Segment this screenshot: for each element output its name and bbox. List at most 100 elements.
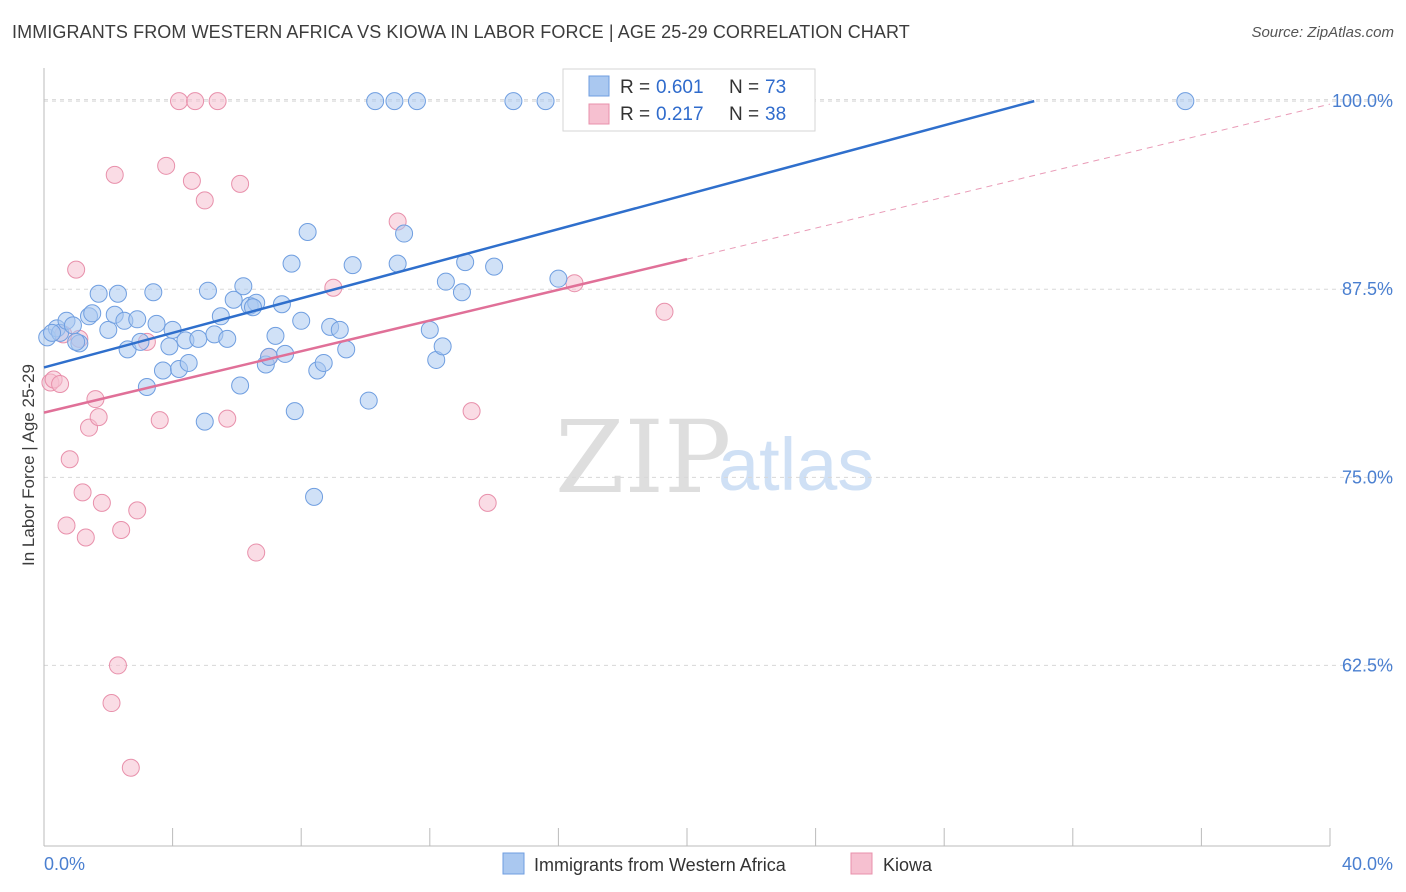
stats-swatch-pink <box>588 103 610 125</box>
western-africa-point <box>536 92 555 111</box>
western-africa-point <box>366 92 385 111</box>
western-africa-point <box>198 281 217 300</box>
western-africa-point <box>160 337 179 356</box>
western-africa-point <box>330 320 349 339</box>
western-africa-point <box>218 329 237 348</box>
kiowa-point <box>247 543 266 562</box>
chart-title: IMMIGRANTS FROM WESTERN AFRICA VS KIOWA … <box>12 22 910 42</box>
kiowa-point <box>565 274 584 293</box>
kiowa-point <box>128 501 147 520</box>
kiowa-point <box>655 302 674 321</box>
kiowa-point <box>73 483 92 502</box>
western-africa-point <box>43 323 62 342</box>
western-africa-point <box>179 353 198 372</box>
kiowa-point <box>57 516 76 535</box>
kiowa-point <box>67 260 86 279</box>
western-africa-point <box>224 290 243 309</box>
y-tick-label: 100.0% <box>1332 91 1393 111</box>
kiowa-point <box>89 408 108 427</box>
western-africa-point <box>108 284 127 303</box>
western-africa-point <box>485 257 504 276</box>
watermark-atlas: atlas <box>718 423 874 506</box>
legend: Immigrants from Western Africa Kiowa <box>502 852 933 875</box>
kiowa-point <box>170 92 189 111</box>
y-axis-label: In Labor Force | Age 25-29 <box>19 364 38 566</box>
western-africa-point <box>292 311 311 330</box>
kiowa-point <box>92 493 111 512</box>
watermark-zip: ZIP <box>555 399 731 516</box>
trend-lines <box>43 99 1331 414</box>
western-africa-point <box>63 316 82 335</box>
trend-line-western-africa <box>43 99 1035 369</box>
legend-label-blue: Immigrants from Western Africa <box>534 855 787 875</box>
western-africa-point <box>128 310 147 329</box>
western-africa-point <box>420 320 439 339</box>
western-africa-point <box>147 314 166 333</box>
kiowa-point <box>108 656 127 675</box>
western-africa-point <box>153 361 172 380</box>
x-ticks <box>43 828 1331 846</box>
y-tick-label: 87.5% <box>1342 279 1393 299</box>
western-africa-point <box>99 320 118 339</box>
western-africa-point <box>452 283 471 302</box>
trend-line-kiowa-extension <box>686 103 1331 260</box>
western-africa-point <box>67 332 86 351</box>
western-africa-point <box>89 284 108 303</box>
western-africa-point <box>343 256 362 275</box>
western-africa-point <box>436 272 455 291</box>
kiowa-point <box>51 375 70 394</box>
kiowa-point <box>478 493 497 512</box>
stats-blue-r-label: R = <box>620 77 650 98</box>
western-africa-point <box>1176 92 1195 111</box>
western-africa-point <box>314 353 333 372</box>
kiowa-point <box>105 165 124 184</box>
western-africa-point <box>144 283 163 302</box>
kiowa-point <box>150 411 169 430</box>
kiowa-point <box>60 450 79 469</box>
western-africa-point <box>305 487 324 506</box>
x-tick-label-max: 40.0% <box>1342 854 1393 874</box>
stats-pink-n-value: 38 <box>765 104 786 125</box>
western-africa-point <box>282 254 301 273</box>
kiowa-point <box>112 520 131 539</box>
trend-line-kiowa <box>43 257 688 414</box>
legend-label-pink: Kiowa <box>883 855 933 875</box>
kiowa-point <box>186 92 205 111</box>
stats-pink-r-label: R = <box>620 104 650 125</box>
kiowa-point <box>195 191 214 210</box>
western-africa-point <box>385 92 404 111</box>
western-africa-point <box>337 340 356 359</box>
kiowa-point <box>208 92 227 111</box>
y-tick-label: 75.0% <box>1342 467 1393 487</box>
kiowa-point <box>102 694 121 713</box>
western-africa-point <box>433 337 452 356</box>
stats-blue-n-value: 73 <box>765 77 786 98</box>
kiowa-point <box>182 171 201 190</box>
y-tick-label: 62.5% <box>1342 655 1393 675</box>
western-africa-point <box>189 329 208 348</box>
stats-box: R = 0.601 N = 73 R = 0.217 N = 38 <box>562 68 816 132</box>
western-africa-point <box>407 92 426 111</box>
stats-blue-r-value: 0.601 <box>656 77 704 98</box>
legend-swatch-blue <box>502 852 525 875</box>
western-africa-point <box>359 391 378 410</box>
stats-pink-n-label: N = <box>729 104 759 125</box>
western-africa-point <box>231 376 250 395</box>
western-africa-point <box>504 92 523 111</box>
western-africa-point <box>266 326 285 345</box>
kiowa-point <box>76 528 95 547</box>
y-tick-labels: 100.0% 87.5% 75.0% 62.5% <box>1332 91 1393 675</box>
stats-pink-r-value: 0.217 <box>656 104 704 125</box>
source-note: Source: ZipAtlas.com <box>1251 24 1394 41</box>
kiowa-point <box>462 402 481 421</box>
kiowa-point <box>218 409 237 428</box>
western-africa-point <box>195 412 214 431</box>
kiowa-point <box>121 758 140 777</box>
western-africa-point <box>83 304 102 323</box>
stats-blue-n-label: N = <box>729 77 759 98</box>
x-tick-label-min: 0.0% <box>44 854 85 874</box>
legend-swatch-pink <box>850 852 873 875</box>
western-africa-point <box>234 277 253 296</box>
stats-swatch-blue <box>588 75 610 97</box>
